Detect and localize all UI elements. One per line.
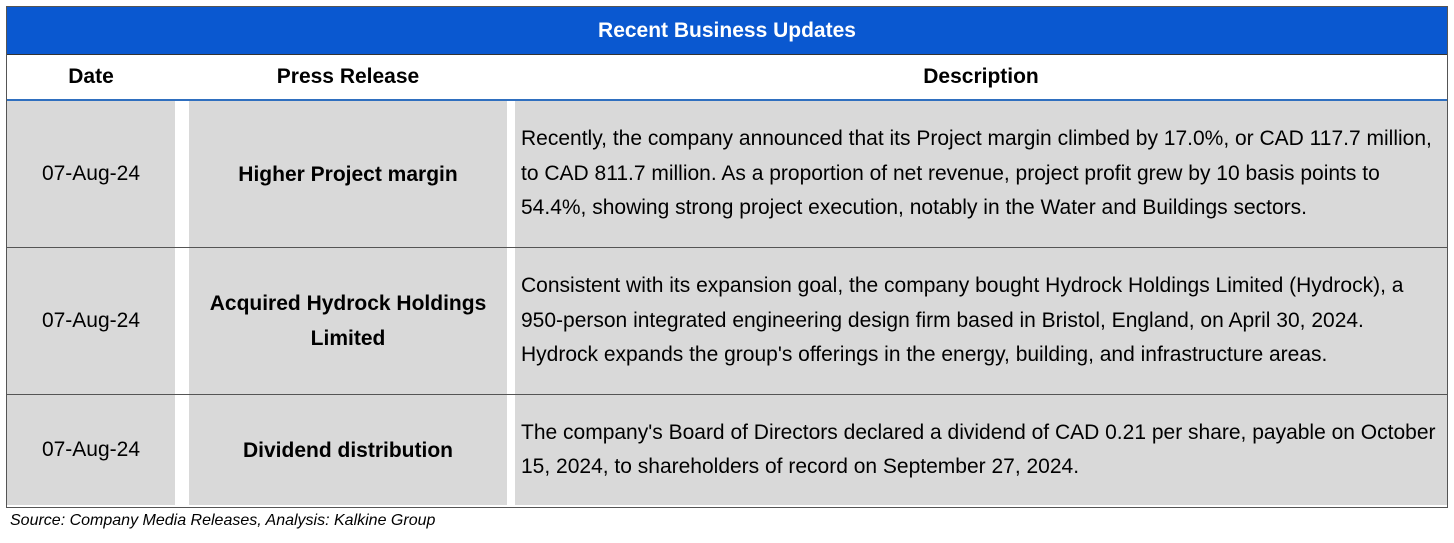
- column-gap: [175, 101, 189, 247]
- table-row: 07-Aug-24 Dividend distribution The comp…: [7, 395, 1447, 505]
- row-description: Consistent with its expansion goal, the …: [515, 248, 1447, 394]
- column-gap: [175, 55, 189, 99]
- row-press-release: Higher Project margin: [189, 101, 507, 247]
- row-date: 07-Aug-24: [7, 248, 175, 394]
- table-title: Recent Business Updates: [7, 7, 1447, 55]
- table-row: 07-Aug-24 Higher Project margin Recently…: [7, 101, 1447, 248]
- row-date: 07-Aug-24: [7, 101, 175, 247]
- table-row: 07-Aug-24 Acquired Hydrock Holdings Limi…: [7, 248, 1447, 395]
- column-gap: [507, 395, 515, 505]
- header-date: Date: [68, 65, 114, 88]
- column-gap: [507, 55, 515, 99]
- column-gap: [507, 248, 515, 394]
- header-press-release: Press Release: [276, 65, 420, 88]
- row-press-release: Dividend distribution: [189, 395, 507, 505]
- column-gap: [175, 248, 189, 394]
- column-gap: [507, 101, 515, 247]
- header-row: Date Press Release Description: [7, 55, 1447, 101]
- row-description: Recently, the company announced that its…: [515, 101, 1447, 247]
- business-updates-table: Recent Business Updates Date Press Relea…: [6, 6, 1448, 508]
- source-note: Source: Company Media Releases, Analysis…: [10, 512, 436, 529]
- header-description: Description: [923, 65, 1039, 88]
- row-date: 07-Aug-24: [7, 395, 175, 505]
- column-gap: [175, 395, 189, 505]
- row-description: The company's Board of Directors declare…: [515, 395, 1447, 505]
- row-press-release: Acquired Hydrock Holdings Limited: [189, 248, 507, 394]
